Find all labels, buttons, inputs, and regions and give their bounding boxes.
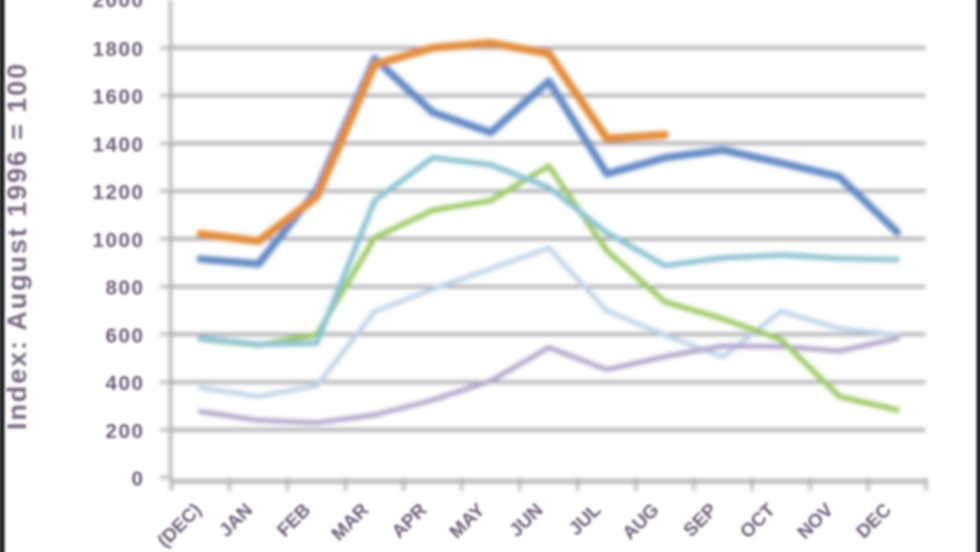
svg-text:1000: 1000 xyxy=(92,229,144,252)
svg-text:800: 800 xyxy=(105,277,144,300)
svg-text:1600: 1600 xyxy=(92,86,144,109)
svg-text:0: 0 xyxy=(131,468,144,491)
svg-text:Index: August 1996 = 100: Index: August 1996 = 100 xyxy=(2,62,32,430)
svg-text:200: 200 xyxy=(105,420,144,443)
svg-text:1200: 1200 xyxy=(92,181,144,204)
svg-text:1800: 1800 xyxy=(92,38,144,61)
svg-text:400: 400 xyxy=(105,372,144,395)
svg-text:600: 600 xyxy=(105,324,144,347)
svg-text:1400: 1400 xyxy=(92,133,144,156)
svg-text:2000: 2000 xyxy=(92,0,144,12)
